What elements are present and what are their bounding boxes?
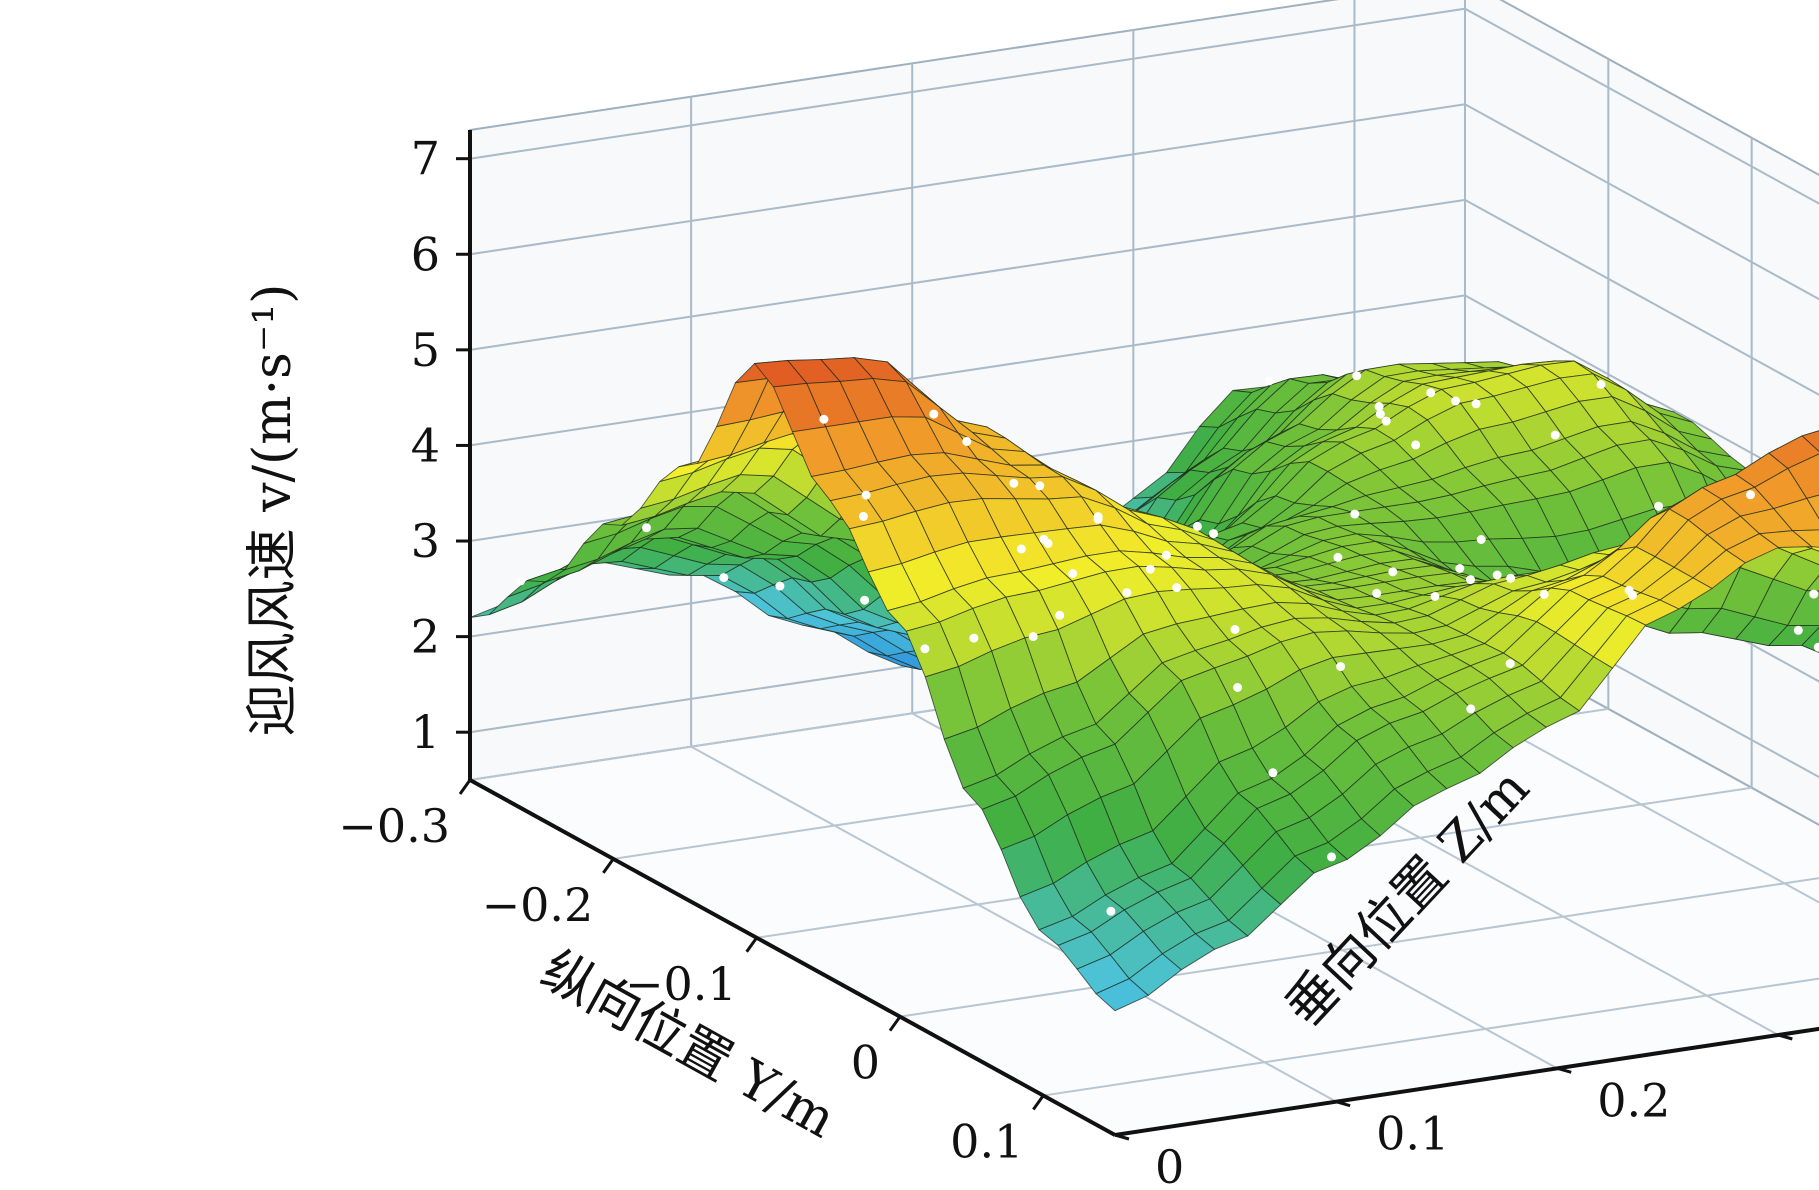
data-point [1233,683,1242,692]
data-point [860,596,869,605]
data-point [1794,626,1803,635]
y-tick [1033,1096,1043,1110]
data-point [1209,529,1218,538]
data-point [1035,481,1044,490]
data-point [1009,479,1018,488]
data-point [819,415,828,424]
data-point [1122,588,1131,597]
z-tick [1778,1035,1792,1039]
data-point [1493,571,1502,580]
data-point [1809,590,1818,599]
data-point [1597,380,1606,389]
data-point [1388,567,1397,576]
data-point [1466,704,1475,713]
data-point [1654,502,1663,511]
z-tick-label: 0 [1155,1140,1184,1185]
v-tick-label: 6 [411,227,440,281]
v-tick-label: 7 [411,132,440,186]
data-point [1628,591,1637,600]
data-point [1268,768,1277,777]
y-tick-label: −0.3 [338,799,450,853]
v-axis-title: 迎风风速 v/(m·s⁻¹) [243,284,303,737]
v-tick-label: 4 [411,418,440,472]
data-point [1146,565,1155,574]
data-point [1411,440,1420,449]
y-tick [460,780,470,794]
data-point [1327,852,1336,861]
data-point [516,577,525,586]
y-tick-label: −0.2 [482,878,594,932]
data-point [1466,575,1475,584]
data-point [1431,592,1440,601]
data-point [1376,410,1385,419]
data-point [1506,574,1515,583]
data-point [1162,551,1171,560]
z-tick-label: 0.1 [1376,1107,1449,1161]
data-point [929,410,938,419]
data-point [1477,535,1486,544]
data-point [1426,388,1435,397]
data-point [1472,399,1481,408]
z-tick [1336,1102,1350,1106]
data-point [862,491,871,500]
v-tick-label: 5 [411,323,440,377]
data-point [1506,659,1515,668]
v-tick-label: 1 [411,705,440,759]
z-tick [1115,1135,1129,1139]
y-tick-label: 0 [851,1036,880,1090]
data-point [642,523,651,532]
data-point [1551,431,1560,440]
data-point [1193,522,1202,531]
data-point [1451,397,1460,406]
data-point [962,437,971,446]
v-tick-label: 3 [411,514,440,568]
data-point [1375,402,1384,411]
data-point [775,582,784,591]
data-point [719,573,728,582]
data-point [1352,371,1361,380]
y-tick [747,938,757,952]
data-point [1068,569,1077,578]
data-point [1540,590,1549,599]
z-tick [1557,1068,1571,1072]
data-point [969,634,978,643]
y-tick [890,1017,900,1031]
data-point [1029,632,1038,641]
data-point [1231,625,1240,634]
data-point [1382,417,1391,426]
data-point [1017,545,1026,554]
data-point [920,644,929,653]
data-point [1746,490,1755,499]
data-point [1106,907,1115,916]
data-point [1265,376,1274,385]
y-tick [603,859,613,873]
data-point [1372,589,1381,598]
data-point [1044,539,1053,548]
data-point [1333,553,1342,562]
z-tick-label: 0.2 [1597,1073,1670,1127]
data-point [1336,662,1345,671]
data-point [1055,611,1064,620]
v-tick-label: 2 [411,610,440,664]
data-point [1455,564,1464,573]
y-tick-label: 0.1 [950,1115,1023,1169]
data-point [1350,510,1359,519]
data-point [1172,583,1181,592]
data-point [859,512,868,521]
data-point [1094,515,1103,524]
